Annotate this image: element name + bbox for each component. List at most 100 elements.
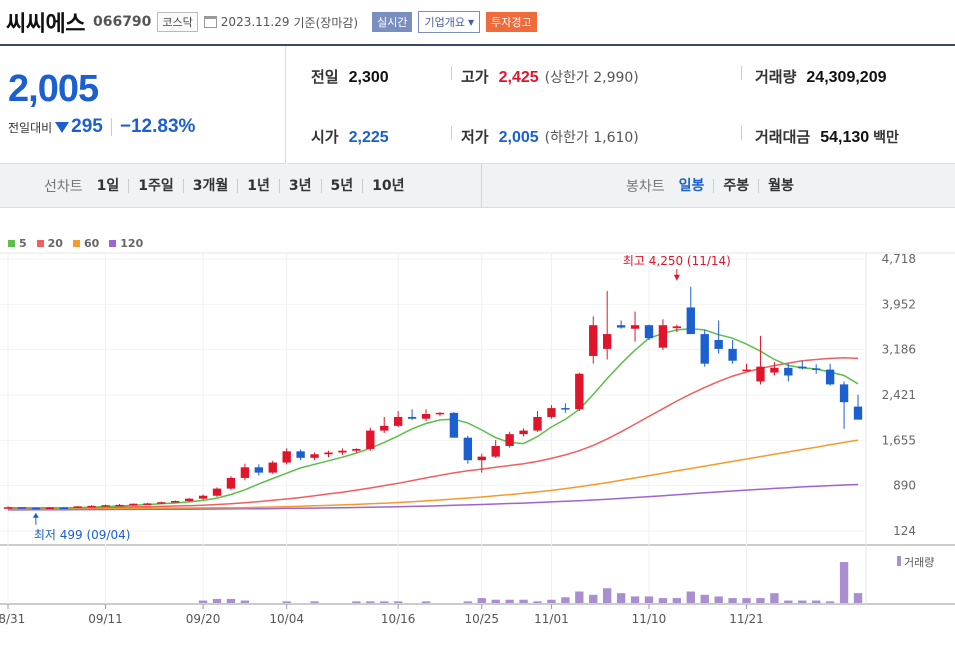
x-tick-label: 11/01 (534, 612, 569, 626)
stat-low: 저가 2,005 (하한가 1,610) (461, 126, 639, 147)
x-tick-label: 10/16 (381, 612, 416, 626)
period-1d[interactable]: 1일 (96, 178, 120, 194)
volume-bar (393, 601, 403, 603)
legend-ma20: 20 (36, 237, 63, 250)
volume-bar (798, 600, 807, 603)
calendar-icon (203, 16, 217, 28)
y-tick-label: 2,421 (882, 388, 916, 402)
candle-body (561, 408, 570, 410)
volume-bar (533, 601, 542, 603)
stat-amount: 거래대금 54,130 백만 (755, 126, 899, 147)
candle-body (575, 373, 584, 410)
candle-body (784, 367, 793, 376)
candle-body (129, 503, 138, 506)
volume-legend-label: 거래량 (904, 556, 934, 569)
y-tick-label: 1,655 (882, 433, 916, 447)
candle-body (616, 325, 626, 328)
candle-body (714, 339, 723, 349)
volume-bar (240, 600, 250, 603)
low-annotation: 최저 499 (09/04) (34, 528, 131, 542)
ma20-line (7, 357, 859, 509)
volume-bar (700, 594, 709, 603)
caret-down-icon: ▼ (467, 17, 475, 27)
candle-body (449, 412, 459, 438)
change-rate: −12.83% (119, 116, 196, 137)
candle-weekly[interactable]: 주봉 (713, 179, 758, 193)
legend-ma5: 5 (8, 237, 27, 250)
change-label: 전일대비 (8, 120, 53, 135)
volume-bar (714, 596, 723, 603)
candle-body (87, 505, 96, 508)
stat-value: 2,425 (498, 69, 539, 86)
legend-ma120: 120 (109, 237, 143, 250)
candle-monthly[interactable]: 월봉 (758, 179, 803, 193)
candle-body (658, 325, 668, 348)
stat-label: 저가 (461, 128, 489, 146)
stat-label: 거래대금 (755, 128, 811, 146)
candle-daily[interactable]: 일봉 (678, 178, 705, 194)
volume-bar (477, 598, 486, 603)
candle-body (839, 384, 849, 403)
realtime-button[interactable]: 실시간 (372, 12, 413, 32)
candle-body (366, 430, 375, 449)
stat-divider (741, 66, 742, 80)
candle-body (115, 504, 124, 507)
volume-bar (352, 601, 361, 603)
investment-warning-badge[interactable]: 투자경고 (486, 12, 537, 32)
stat-value: 24,309,209 (806, 69, 887, 86)
period-1w[interactable]: 1주일 (128, 179, 183, 193)
candle-body (672, 326, 682, 329)
volume-bar (547, 599, 556, 603)
candle-body (282, 451, 291, 463)
header-divider (0, 44, 955, 46)
line-chart-periods: 선차트 1일 1주일 3개월 1년 3년 5년 10년 (44, 164, 414, 208)
ma60-line (8, 439, 859, 510)
x-tick-label: 11/10 (632, 612, 667, 626)
stat-volume: 거래량 24,309,209 (755, 66, 886, 87)
candle-body (519, 430, 528, 435)
stat-label: 고가 (461, 68, 489, 86)
candle-body (198, 495, 208, 499)
price-panel: 2,005 전일대비 295 −12.83% (0, 46, 286, 164)
volume-bar (366, 601, 375, 603)
candle-body (31, 507, 41, 510)
change-value: 295 (71, 116, 103, 137)
candle-body (589, 325, 598, 356)
period-3y[interactable]: 3년 (278, 179, 321, 193)
candle-body (184, 498, 194, 502)
stat-open: 시가 2,225 (311, 126, 389, 147)
high-arrow-head (673, 274, 680, 281)
period-3m[interactable]: 3개월 (182, 179, 238, 193)
candle-body (477, 456, 486, 461)
candle-body (240, 467, 250, 478)
candle-body (3, 507, 13, 509)
candle-body (491, 445, 500, 457)
x-tick-label: 09/20 (186, 612, 221, 626)
ma120-line (8, 483, 859, 511)
stat-high: 고가 2,425 (상한가 2,990) (461, 66, 639, 87)
volume-bar (686, 591, 695, 603)
period-1y[interactable]: 1년 (237, 179, 279, 193)
volume-bar (491, 599, 500, 603)
volume-bar (421, 601, 431, 603)
volume-bar (561, 597, 570, 603)
candle-body (296, 451, 305, 458)
candle-body (338, 450, 347, 453)
stats-panel: 전일 2,300 고가 2,425 (상한가 2,990) 거래량 24,309… (287, 46, 955, 164)
candle-body (603, 334, 612, 349)
y-tick-label: 4,718 (882, 252, 916, 266)
candle-body (700, 334, 709, 364)
company-overview-dropdown[interactable]: 기업개요 ▼ (418, 11, 481, 33)
candle-body (421, 414, 431, 419)
candle-body (728, 348, 737, 361)
period-5y[interactable]: 5년 (320, 179, 363, 193)
stat-value: 54,130 (820, 129, 870, 146)
line-chart-caption: 선차트 (44, 179, 83, 195)
candle-body (825, 369, 835, 385)
volume-bar (282, 601, 291, 603)
candle-body (742, 369, 751, 372)
stock-header: 씨씨에스 066790 코스닥 2023.11.29 기준(장마감) 실시간 기… (0, 0, 955, 44)
period-10y[interactable]: 10년 (362, 179, 413, 193)
high-annotation: 최고 4,250 (11/14) (623, 254, 731, 268)
stat-value: 2,005 (498, 129, 539, 146)
